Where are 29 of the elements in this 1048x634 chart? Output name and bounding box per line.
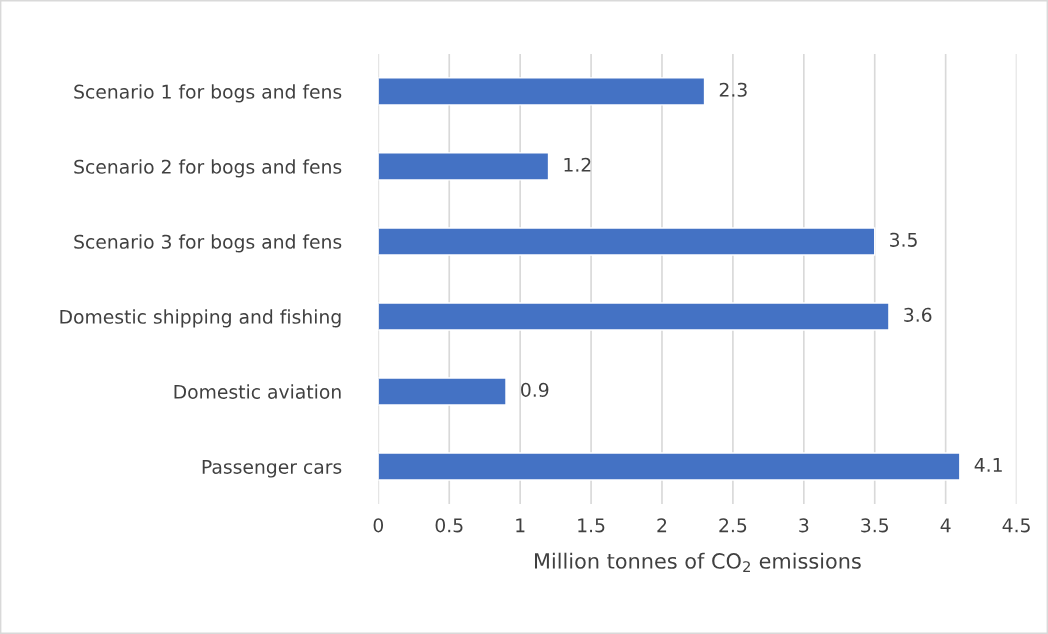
x-tick-label: 3.5 [861, 518, 888, 533]
data-label: 3.6 [904, 307, 932, 322]
x-tick-label: 0.5 [435, 518, 463, 533]
data-label: 4.1 [974, 458, 1002, 472]
data-label: 0.9 [521, 382, 549, 397]
y-tick-label: Domestic shipping and fishing [60, 309, 341, 328]
y-tick-label: Domestic aviation [174, 384, 341, 399]
x-tick-label: 3 [799, 518, 809, 533]
bar [378, 77, 706, 106]
bar [378, 302, 890, 331]
y-tick-label: Scenario 3 for bogs and fens [74, 234, 342, 253]
data-label: 2.3 [719, 82, 747, 97]
x-tick-label: 4 [940, 518, 951, 533]
x-axis-title: Million tonnes of CO$_{2}$ emissions [535, 552, 861, 572]
x-tick-label: 0 [373, 518, 384, 533]
data-label: 3.5 [890, 232, 917, 247]
bar [378, 152, 550, 181]
x-tick-label: 2.5 [719, 518, 747, 533]
y-tick-label: Scenario 1 for bogs and fens [74, 84, 342, 103]
x-tick-label: 2 [657, 518, 667, 533]
y-tick-label: Scenario 2 for bogs and fens [74, 159, 342, 178]
bar [378, 377, 507, 406]
data-label: 1.2 [564, 157, 591, 172]
bar [378, 452, 961, 481]
x-tick-label: 1 [516, 518, 525, 533]
bar [378, 227, 876, 256]
x-tick-label: 4.5 [1002, 518, 1030, 533]
x-tick-label: 1.5 [578, 518, 605, 533]
y-tick-label: Passenger cars [202, 459, 342, 478]
